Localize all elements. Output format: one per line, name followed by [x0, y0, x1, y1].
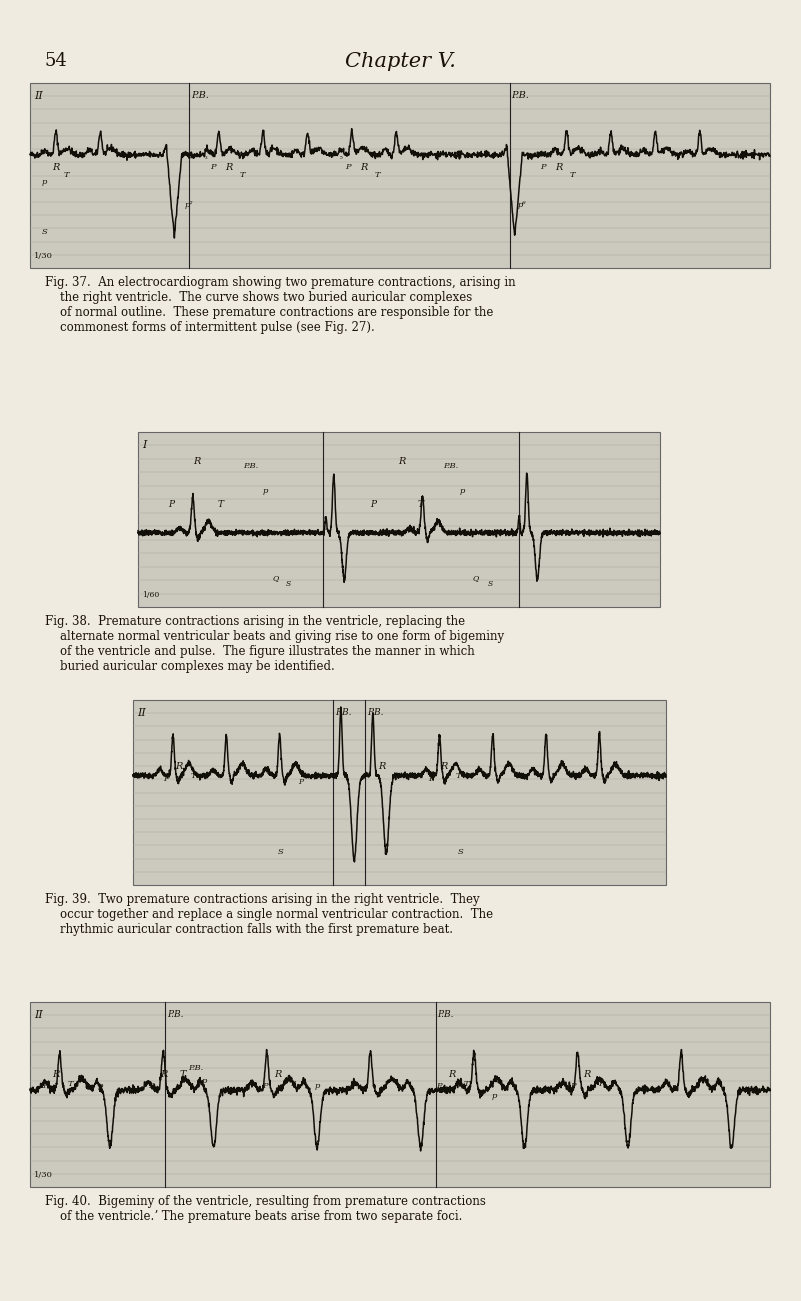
Text: R: R — [160, 1069, 167, 1079]
Text: Q: Q — [473, 574, 479, 582]
Text: 1/30: 1/30 — [34, 1171, 53, 1179]
Text: T: T — [180, 1069, 187, 1079]
Bar — [138, 432, 660, 608]
Text: ³: ³ — [205, 156, 207, 164]
Text: T: T — [64, 170, 70, 180]
Text: R: R — [360, 163, 368, 172]
Bar — [30, 83, 770, 268]
Text: P: P — [262, 1082, 268, 1090]
Text: T: T — [456, 771, 461, 781]
Text: P: P — [428, 775, 433, 783]
Text: p: p — [460, 487, 465, 494]
Text: R: R — [175, 762, 183, 771]
Text: p: p — [315, 1082, 320, 1090]
Text: R: R — [440, 762, 448, 771]
Text: p: p — [42, 178, 47, 186]
Text: P: P — [210, 163, 215, 170]
Text: T: T — [218, 500, 224, 509]
Text: S: S — [488, 580, 493, 588]
Text: P.B.: P.B. — [443, 462, 458, 470]
Text: p: p — [98, 1082, 103, 1090]
Text: P.B.: P.B. — [188, 1064, 203, 1072]
Text: 54: 54 — [45, 52, 68, 70]
Text: Q: Q — [273, 574, 280, 582]
Text: S: S — [286, 580, 292, 588]
Text: II: II — [137, 708, 146, 718]
Text: P: P — [540, 163, 545, 170]
Text: 1/30: 1/30 — [34, 252, 53, 260]
Text: Fig. 39.  Two premature contractions arising in the right ventricle.  They
    o: Fig. 39. Two premature contractions aris… — [45, 892, 493, 935]
Text: S: S — [458, 848, 464, 856]
Text: T: T — [375, 170, 380, 180]
Text: P: P — [345, 163, 351, 170]
Text: P: P — [570, 1082, 576, 1090]
Text: p: p — [202, 1077, 207, 1085]
Text: P.B.: P.B. — [437, 1010, 454, 1019]
Text: Fig. 40.  Bigeminy of the ventricle, resulting from premature contractions
    o: Fig. 40. Bigeminy of the ventricle, resu… — [45, 1196, 486, 1223]
Text: 1/60: 1/60 — [142, 591, 159, 598]
Text: P: P — [168, 500, 174, 509]
Text: II: II — [34, 1010, 42, 1020]
Text: S: S — [278, 848, 284, 856]
Text: T: T — [68, 1080, 74, 1088]
Text: II: II — [34, 91, 42, 101]
Text: S: S — [42, 228, 48, 235]
Text: R: R — [583, 1069, 590, 1079]
Text: R: R — [555, 163, 562, 172]
Bar — [30, 1002, 770, 1187]
Text: R: R — [52, 163, 59, 172]
Text: P: P — [148, 1082, 154, 1090]
Text: p: p — [492, 1092, 497, 1101]
Text: T: T — [290, 1080, 296, 1088]
Text: P.B.: P.B. — [335, 708, 352, 717]
Text: R: R — [225, 163, 232, 172]
Text: P.B.: P.B. — [512, 91, 529, 100]
Text: Fig. 37.  An electrocardiogram showing two premature contractions, arising in
  : Fig. 37. An electrocardiogram showing tw… — [45, 276, 516, 334]
Text: P: P — [42, 1082, 47, 1090]
Text: R: R — [378, 762, 385, 771]
Text: P.B.: P.B. — [243, 462, 258, 470]
Text: T: T — [570, 170, 576, 180]
Text: P: P — [370, 500, 376, 509]
Text: ⁵: ⁵ — [340, 156, 343, 164]
Text: P.B.: P.B. — [167, 1010, 183, 1019]
Text: R: R — [274, 1069, 281, 1079]
Text: R: R — [448, 1069, 456, 1079]
Text: P: P — [163, 775, 169, 783]
Text: T: T — [464, 1080, 469, 1088]
Text: p⁶: p⁶ — [518, 200, 527, 209]
Bar — [133, 700, 666, 885]
Text: R: R — [52, 1069, 59, 1079]
Text: T: T — [191, 771, 196, 781]
Text: p²: p² — [185, 200, 194, 209]
Text: I: I — [142, 440, 147, 450]
Text: R: R — [398, 457, 405, 466]
Text: T: T — [418, 500, 424, 509]
Text: T: T — [598, 1080, 604, 1088]
Text: Fig. 38.  Premature contractions arising in the ventricle, replacing the
    alt: Fig. 38. Premature contractions arising … — [45, 615, 504, 673]
Text: R: R — [193, 457, 200, 466]
Text: P.B.: P.B. — [367, 708, 384, 717]
Text: Chapter V.: Chapter V. — [344, 52, 456, 72]
Text: P.B.: P.B. — [191, 91, 209, 100]
Text: p: p — [263, 487, 268, 494]
Text: P: P — [436, 1082, 441, 1090]
Text: T: T — [240, 170, 246, 180]
Text: P: P — [298, 778, 303, 786]
